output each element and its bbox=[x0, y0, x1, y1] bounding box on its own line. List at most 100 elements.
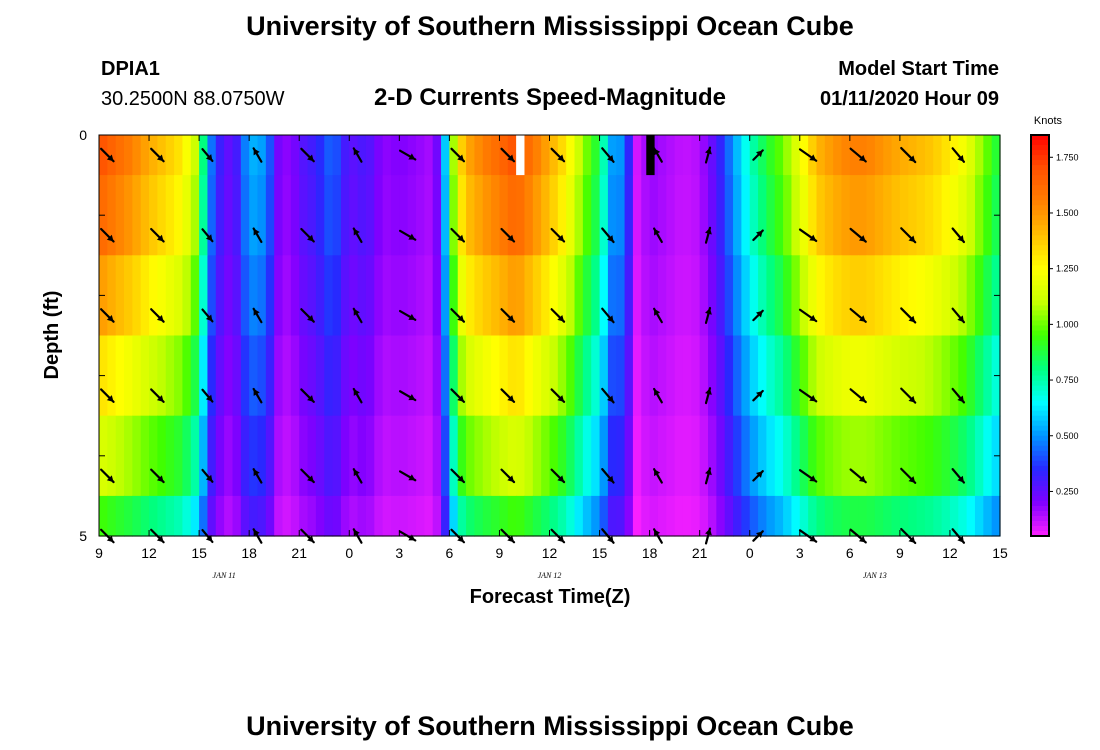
heatmap-cell bbox=[674, 415, 684, 497]
heatmap-cell bbox=[949, 175, 959, 256]
heatmap-cell bbox=[332, 255, 342, 337]
heatmap-cell bbox=[132, 255, 142, 337]
heatmap-cell bbox=[699, 255, 709, 337]
heatmap-cell bbox=[299, 495, 309, 537]
heatmap-cell bbox=[149, 175, 158, 256]
heatmap-cell bbox=[390, 495, 400, 537]
heatmap-cell bbox=[257, 135, 267, 176]
heatmap-cell bbox=[682, 415, 692, 497]
heatmap-cell bbox=[624, 335, 634, 417]
heatmap-cell bbox=[274, 255, 284, 337]
heatmap-cell bbox=[924, 255, 934, 337]
heatmap-cell bbox=[783, 495, 793, 537]
colorbar-swatch bbox=[1031, 475, 1049, 482]
heatmap-cell bbox=[616, 135, 626, 176]
heatmap-cell bbox=[107, 335, 117, 417]
heatmap-cell bbox=[282, 495, 292, 537]
heatmap-cell bbox=[783, 415, 793, 497]
heatmap-cell bbox=[941, 415, 951, 497]
heatmap-cell bbox=[232, 175, 242, 256]
heatmap-cell bbox=[299, 335, 309, 417]
heatmap-cell bbox=[532, 175, 542, 256]
heatmap-cell bbox=[349, 415, 359, 497]
current-arrow bbox=[150, 468, 165, 484]
current-arrow bbox=[951, 227, 966, 244]
heatmap-cell bbox=[591, 255, 601, 337]
heatmap-cell bbox=[424, 415, 434, 497]
colorbar-swatch bbox=[1031, 375, 1049, 382]
heatmap-cell bbox=[908, 135, 918, 176]
heatmap-cell bbox=[933, 175, 943, 256]
colorbar-swatch bbox=[1031, 255, 1049, 261]
heatmap-cell bbox=[407, 175, 417, 256]
heatmap-cell bbox=[482, 415, 492, 497]
colorbar-swatch bbox=[1031, 365, 1049, 372]
heatmap-cell bbox=[966, 135, 976, 176]
heatmap-cell bbox=[441, 495, 450, 537]
heatmap-cell bbox=[240, 135, 250, 176]
heatmap-cell bbox=[165, 495, 175, 537]
current-arrow bbox=[252, 227, 263, 244]
heatmap-cell bbox=[157, 255, 167, 337]
y-axis-ticks: 05 bbox=[79, 127, 1000, 544]
heatmap-cell bbox=[566, 415, 576, 497]
heatmap-cell bbox=[591, 175, 601, 256]
heatmap-cell bbox=[758, 415, 767, 497]
heatmap-cell bbox=[724, 335, 734, 417]
current-arrow bbox=[550, 147, 566, 163]
current-arrow bbox=[398, 390, 417, 402]
heatmap-cell bbox=[432, 255, 442, 337]
heatmap-cell bbox=[524, 415, 534, 497]
heatmap-cell bbox=[816, 415, 826, 497]
heatmap-cell bbox=[466, 175, 476, 256]
colorbar-swatch bbox=[1031, 220, 1049, 226]
heatmap-cell bbox=[874, 135, 884, 176]
heatmap-cell bbox=[549, 495, 559, 537]
heatmap-cell bbox=[891, 415, 901, 497]
heatmap-cell bbox=[265, 255, 275, 337]
heatmap-cell bbox=[390, 335, 400, 417]
heatmap-cell bbox=[491, 255, 501, 337]
colorbar-swatch bbox=[1031, 360, 1049, 367]
heatmap-cell bbox=[232, 255, 242, 337]
heatmap-cell bbox=[399, 255, 409, 337]
x-tick-label: 12 bbox=[942, 545, 958, 561]
current-arrow bbox=[704, 467, 712, 485]
heatmap-cell bbox=[207, 415, 217, 497]
heatmap-cell bbox=[799, 495, 809, 537]
heatmap-cell bbox=[799, 135, 809, 176]
colorbar-swatch bbox=[1031, 310, 1049, 317]
heatmap-cell bbox=[349, 495, 359, 537]
heatmap-cell bbox=[315, 335, 325, 417]
heatmap-cell bbox=[616, 255, 626, 337]
colorbar-swatch bbox=[1031, 530, 1049, 537]
colorbar-swatch bbox=[1031, 480, 1049, 487]
heatmap-cell bbox=[224, 415, 234, 497]
heatmap-cell bbox=[190, 255, 200, 337]
current-arrow bbox=[252, 387, 263, 404]
heatmap-cell bbox=[199, 135, 209, 176]
heatmap-cell bbox=[983, 175, 993, 256]
heatmap-cell bbox=[666, 335, 676, 417]
heatmap-cell bbox=[866, 135, 876, 176]
heatmap-cell bbox=[207, 175, 217, 256]
heatmap-cell bbox=[858, 335, 868, 417]
heatmap-cell bbox=[958, 255, 968, 337]
heatmap-cell bbox=[591, 335, 601, 417]
heatmap-cell bbox=[682, 255, 692, 337]
heatmap-cell bbox=[774, 135, 784, 176]
heatmap-cell bbox=[449, 175, 459, 256]
heatmap-cell bbox=[599, 255, 609, 337]
current-arrow bbox=[951, 147, 966, 163]
x-tick-label: 15 bbox=[592, 545, 608, 561]
heatmap-cell bbox=[599, 415, 609, 497]
model-start-value: 01/11/2020 Hour 09 bbox=[820, 88, 999, 110]
heatmap-cell bbox=[716, 175, 726, 256]
heatmap-cell bbox=[107, 255, 117, 337]
heatmap-cell bbox=[324, 255, 334, 337]
current-arrow bbox=[653, 387, 663, 404]
heatmap-cell bbox=[257, 495, 267, 537]
heatmap-cell bbox=[457, 335, 467, 417]
y-tick-label: 5 bbox=[79, 528, 87, 544]
heatmap-cell bbox=[833, 335, 843, 417]
